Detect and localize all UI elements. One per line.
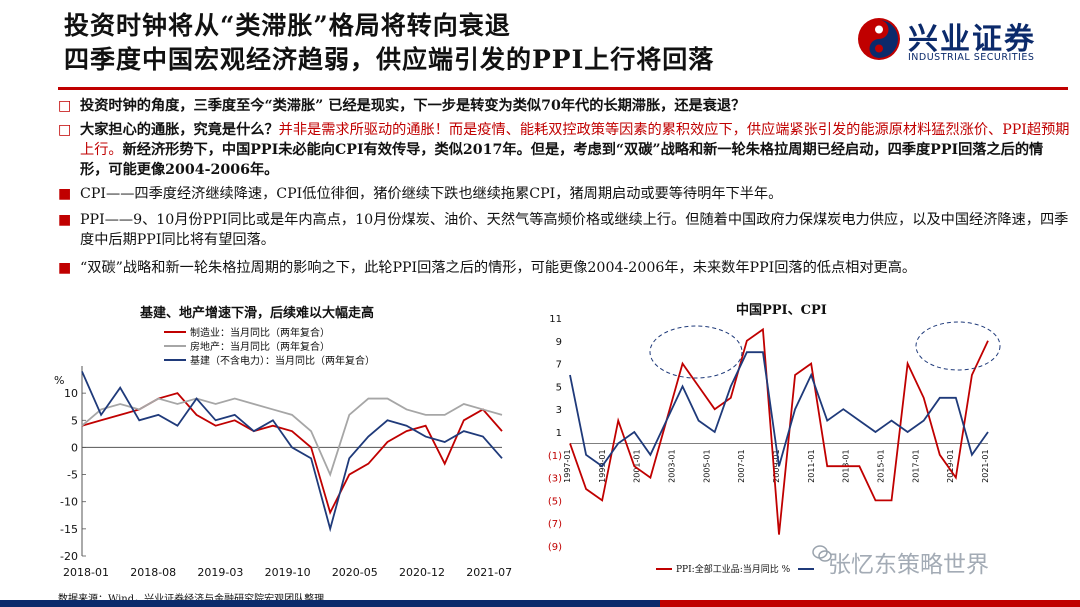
x-tick-label: 2009-01 (772, 449, 781, 482)
series-line-2 (81, 371, 503, 533)
chart-title: 中国PPI、CPI (736, 302, 827, 318)
x-tick-label: 1997-01 (563, 449, 572, 482)
watermark-text: 张忆东策略世界 (828, 552, 989, 578)
x-tick-label: 2021-07 (466, 566, 512, 579)
wechat-icon (812, 545, 832, 562)
bullet-bold-text: 新经济形势下，中国PPI未必能向CPI有效传导，类似2017年。但是，考虑到“双… (80, 142, 1044, 178)
x-tick-label: 2019-03 (197, 566, 243, 579)
y-tick-label: 5 (556, 382, 562, 393)
y-tick-label: 7 (556, 360, 562, 371)
series-line-0 (569, 327, 989, 535)
bullet-4: ■ PPI——9、10月份PPI同比或是年内高点，10月份煤炭、油价、天然气等高… (58, 210, 1070, 250)
x-tick-label: 2020-12 (399, 566, 445, 579)
bullet-marker: □ (58, 98, 72, 114)
legend-label: 制造业：当月同比（两年复合） (190, 326, 330, 339)
bullet-red-text: 并非是需求所驱动的通胀！而是疫情、能耗双控政策等因素的累积效应下，供应端紧张引发… (80, 122, 1070, 158)
y-tick-label: 10 (64, 387, 78, 400)
header-divider (58, 87, 1068, 90)
bullet-text: “双碳”战略和新一轮朱格拉周期的影响之下，此轮PPI回落之后的情形，可能更像20… (80, 260, 917, 276)
legend-label: 基建（不含电力）：当月同比（两年复合） (190, 354, 375, 367)
x-tick-label: 2018-08 (130, 566, 176, 579)
y-tick-label: (5) (548, 496, 562, 507)
y-tick-label: (3) (548, 474, 562, 485)
chart-title: 基建、地产增速下滑，后续难以大幅走高 (139, 305, 374, 321)
bullet-marker: ■ (58, 260, 72, 276)
bullet-2: □ 大家担心的通胀，究竟是什么？并非是需求所驱动的通胀！而是疫情、能耗双控政策等… (58, 120, 1070, 180)
bullet-text: 投资时钟的角度，三季度至今“类滞胀” 已经是现实，下一步是转变为类似70年代的长… (80, 98, 746, 114)
page-title-line-2: 四季度中国宏观经济趋弱，供应端引发的PPI上行将回落 (64, 45, 715, 74)
bullet-3: ■ CPI——四季度经济继续降速，CPI低位徘徊，猪价继续下跌也继续拖累CPI，… (58, 184, 1070, 204)
x-tick-label: 2019-10 (265, 566, 311, 579)
bullet-marker: ■ (58, 212, 72, 228)
infrastructure-property-chart: 基建、地产增速下滑，后续难以大幅走高% -20 -15 -10 -5 0 5 10 2018-0… (54, 305, 512, 579)
x-tick-label: 2015-01 (877, 449, 886, 482)
company-logo: 兴业证券 INDUSTRIAL SECURITIES (852, 14, 1066, 70)
y-tick-label: 1 (556, 428, 562, 439)
y-tick-label: 9 (556, 337, 562, 348)
footer-bar-accent (660, 600, 1080, 607)
x-tick-label: 2018-01 (63, 566, 109, 579)
series-line-1 (569, 351, 989, 468)
y-tick-label: 11 (549, 314, 562, 325)
logo-chinese-name: 兴业证券 (908, 22, 1036, 57)
y-tick-label: -5 (67, 469, 78, 482)
bullet-1: □ 投资时钟的角度，三季度至今“类滞胀” 已经是现实，下一步是转变为类似70年代… (58, 96, 1070, 116)
x-tick-label: 2007-01 (737, 449, 746, 482)
x-tick-label: 2005-01 (702, 449, 711, 482)
x-tick-label: 2017-01 (911, 449, 920, 482)
legend-label: PPI:全部工业品:当月同比 % (676, 563, 791, 575)
y-tick-label: 5 (71, 414, 78, 427)
x-tick-label: 2003-01 (668, 449, 677, 482)
y-tick-label: (7) (548, 519, 562, 530)
y-tick-label: (1) (548, 451, 562, 462)
y-tick-label: 0 (71, 441, 78, 454)
series-line-1 (81, 397, 503, 478)
data-source-note: 数据来源：Wind，兴业证券经济与金融研究院宏观团队整理 (58, 590, 324, 605)
annotation-ellipse (649, 325, 743, 379)
bullet-marker: □ (58, 122, 72, 138)
page-title-line-1: 投资时钟将从“类滞胀”格局将转向衰退 (64, 11, 511, 40)
x-tick-label: 2011-01 (807, 449, 816, 482)
bullet-text: CPI——四季度经济继续降速，CPI低位徘徊，猪价继续下跌也继续拖累CPI，猪周… (80, 186, 783, 202)
bullet-text: PPI——9、10月份PPI同比或是年内高点，10月份煤炭、油价、天然气等高频价… (80, 212, 1069, 248)
footer-bar (0, 600, 1080, 607)
y-tick-label: -10 (60, 496, 78, 509)
y-tick-label: (9) (548, 542, 562, 553)
y-axis-unit: % (54, 374, 64, 387)
legend-label: 房地产：当月同比（两年复合） (190, 340, 330, 353)
logo-emblem-icon (858, 18, 900, 60)
x-tick-label: 2019-01 (946, 449, 955, 482)
x-tick-label: 2020-05 (332, 566, 378, 579)
bullet-lead-text: 大家担心的通胀，究竟是什么？ (80, 122, 279, 138)
y-tick-label: -20 (60, 550, 78, 563)
bullet-5: ■ “双碳”战略和新一轮朱格拉周期的影响之下，此轮PPI回落之后的情形，可能更像… (58, 258, 1070, 278)
series-line-0 (81, 392, 503, 516)
x-tick-label: 2021-01 (981, 449, 990, 482)
annotation-ellipse (915, 321, 1001, 371)
y-tick-label: -15 (60, 523, 78, 536)
bullet-marker: ■ (58, 186, 72, 202)
x-tick-label: 2001-01 (633, 449, 642, 482)
y-tick-label: 3 (556, 405, 562, 416)
logo-english-name: INDUSTRIAL SECURITIES (908, 52, 1035, 63)
